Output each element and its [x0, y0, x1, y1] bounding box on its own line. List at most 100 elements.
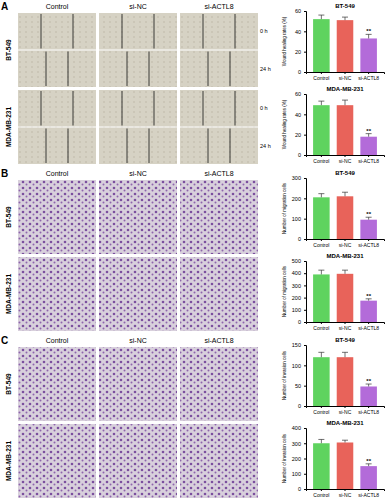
- significance: **: [366, 378, 371, 384]
- tick: 0: [298, 403, 306, 409]
- wound-edge: [235, 91, 236, 126]
- micrograph: [18, 257, 96, 331]
- tick-mark: [304, 72, 306, 73]
- tick: 50: [295, 383, 306, 389]
- tick-mark: [304, 114, 306, 115]
- tick: 300: [292, 283, 306, 289]
- tick-label: 200: [292, 196, 301, 202]
- bar: [337, 274, 354, 322]
- column-header: Control: [46, 170, 69, 177]
- wound-edge: [73, 14, 74, 49]
- tick: 500: [292, 258, 306, 264]
- panel-letter: C: [1, 335, 8, 346]
- tick-label: 100: [292, 307, 301, 313]
- error-bar: [345, 270, 346, 274]
- x-axis: Controlsi-NCsi-ACTL8: [307, 406, 385, 415]
- tick: 20: [295, 49, 306, 55]
- micrograph: [18, 347, 96, 421]
- y-axis-label: Wound healing rates (%): [282, 99, 287, 149]
- time-label: 0 h: [260, 105, 268, 111]
- tick: si-ACTL8: [358, 322, 379, 331]
- wound-edge: [208, 52, 209, 87]
- tick-mark: [304, 310, 306, 311]
- axis-line: [304, 95, 307, 156]
- tick-label: 20: [295, 49, 301, 55]
- tick: Control: [313, 489, 329, 498]
- tick-label: 200: [292, 295, 301, 301]
- tick-label: 100: [292, 216, 301, 222]
- tick-label: Control: [313, 325, 329, 331]
- wound-edge: [154, 14, 155, 49]
- tick-mark: [304, 285, 306, 286]
- tick-mark: [368, 72, 369, 74]
- tick-label: Control: [313, 158, 329, 164]
- tick-mark: [304, 489, 306, 490]
- tick-label: 400: [292, 425, 301, 431]
- axis-line: [307, 407, 385, 409]
- error-cap: [318, 101, 324, 102]
- y-axis: 0100200300400: [292, 425, 307, 492]
- error-bar: [345, 17, 346, 20]
- significance: **: [366, 28, 371, 34]
- tick: 300: [292, 441, 306, 447]
- row-label: BT-549: [5, 39, 12, 61]
- y-axis-label: Wound healing rates (%): [282, 16, 287, 66]
- tick-mark: [304, 94, 306, 95]
- tick: 0: [298, 69, 306, 75]
- figure: AControlsi-NCsi-ACTL8BT-5490 h24 hMDA-MB…: [0, 0, 389, 500]
- tick-label: 20: [295, 132, 301, 138]
- wound-edge: [73, 91, 74, 126]
- axis-line: [307, 73, 385, 75]
- micrograph: [99, 257, 177, 331]
- tick-label: si-NC: [339, 409, 352, 415]
- tick-label: 0: [298, 403, 301, 409]
- tick-mark: [304, 178, 306, 179]
- wound-edge: [149, 52, 150, 87]
- tick-mark: [321, 406, 322, 408]
- y-axis: 050100150: [292, 342, 307, 409]
- tick-mark: [304, 459, 306, 460]
- row-label: BT-549: [5, 373, 12, 395]
- error-bar: [368, 384, 369, 386]
- error-bar: [345, 352, 346, 357]
- y-axis: 0100200300400500: [292, 258, 307, 325]
- tick-label: Control: [313, 409, 329, 415]
- tick-mark: [304, 298, 306, 299]
- micrograph: [18, 128, 96, 165]
- tick-label: 300: [292, 175, 301, 181]
- tick-label: 0: [298, 486, 301, 492]
- plot-area: [313, 352, 377, 406]
- micrograph: [18, 424, 96, 498]
- tick-label: 150: [292, 342, 301, 348]
- tick-label: si-ACTL8: [358, 158, 379, 164]
- error-cap: [342, 17, 348, 18]
- tick-mark: [304, 406, 306, 407]
- chart: 0100200300Controlsi-NCsi-ACTL8BT-549Numb…: [282, 170, 385, 248]
- wound-edge: [46, 129, 47, 164]
- panel: CControlsi-NCsi-ACTL8BT-549MDA-MB-231: [1, 335, 258, 498]
- micrograph: [180, 51, 258, 88]
- wound-edge: [122, 91, 123, 126]
- chart-title: BT-549: [335, 170, 355, 176]
- micrograph: [99, 424, 177, 498]
- wound-edge: [154, 91, 155, 126]
- x-axis: Controlsi-NCsi-ACTL8: [307, 72, 385, 81]
- tick: si-ACTL8: [358, 72, 379, 81]
- panel-letter: B: [1, 168, 8, 179]
- tick-label: Control: [313, 242, 329, 248]
- tick-mark: [304, 443, 306, 444]
- tick: 0: [298, 152, 306, 158]
- plot-area: [313, 192, 377, 239]
- axis-line: [307, 490, 385, 492]
- error-cap: [318, 15, 324, 16]
- column-header: si-ACTL8: [204, 3, 233, 10]
- tick: 60: [295, 91, 306, 97]
- bar: [313, 357, 330, 406]
- wound-edge: [235, 14, 236, 49]
- bar: [337, 20, 354, 72]
- tick-mark: [304, 428, 306, 429]
- tick-mark: [304, 386, 306, 387]
- tick-mark: [304, 345, 306, 346]
- tick: Control: [313, 322, 329, 331]
- tick-mark: [304, 31, 306, 32]
